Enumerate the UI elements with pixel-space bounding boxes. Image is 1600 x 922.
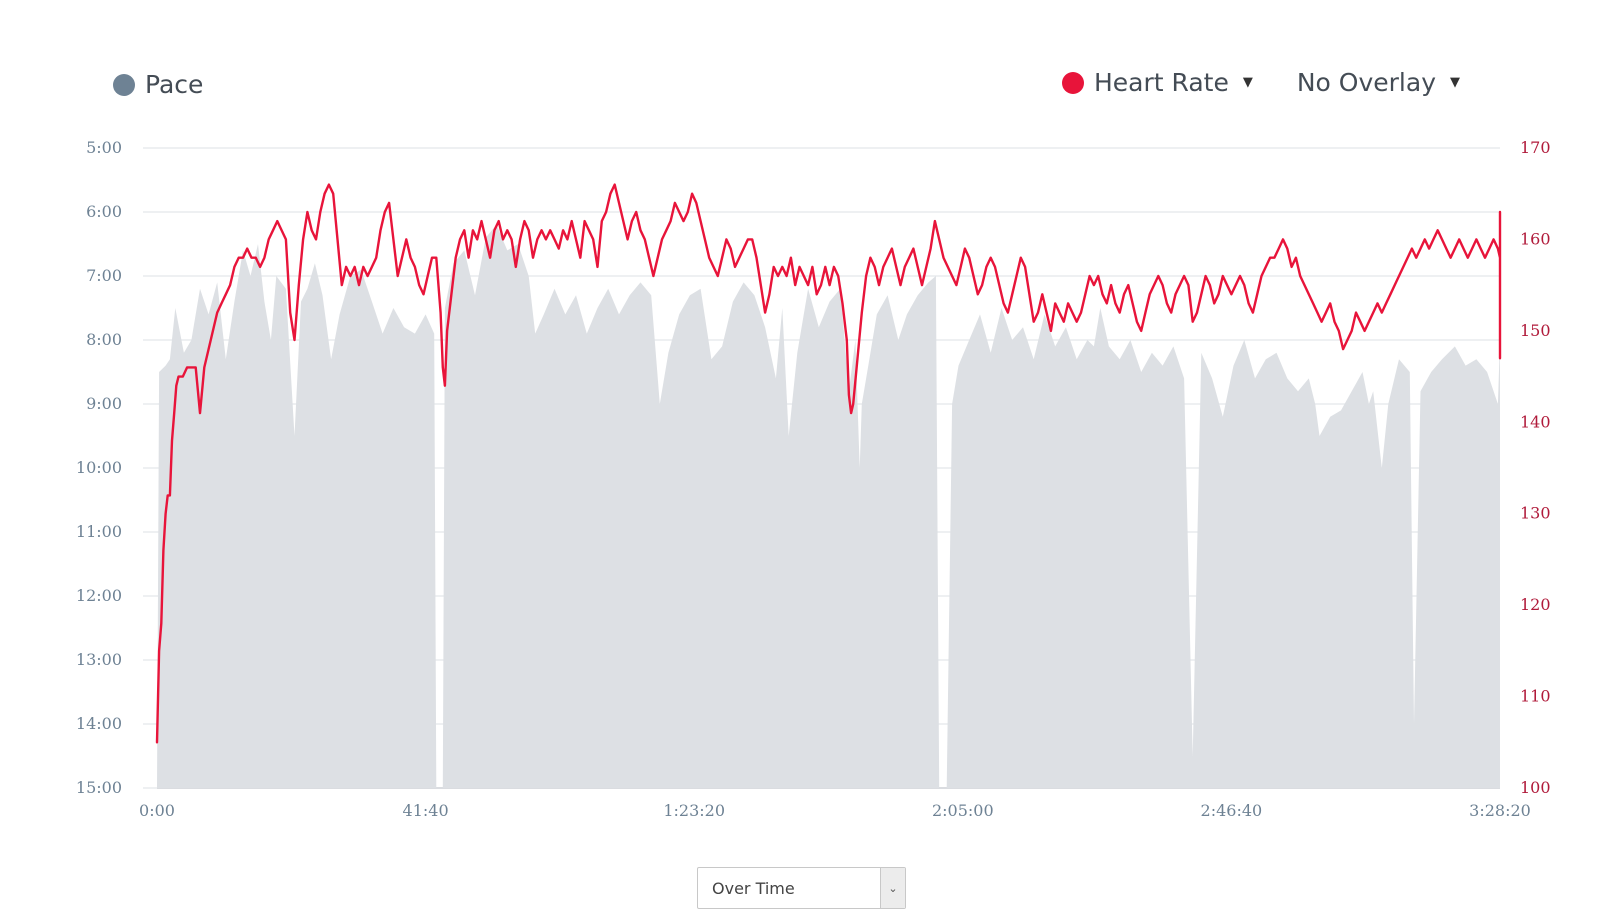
pace-tick-label: 14:00 <box>76 714 122 733</box>
heart-rate-line <box>155 183 1502 744</box>
pace-tick-label: 8:00 <box>86 330 122 349</box>
time-tick-label: 41:40 <box>403 801 449 820</box>
pace-tick-label: 12:00 <box>76 586 122 605</box>
pace-area <box>157 224 1500 789</box>
pace-tick-label: 5:00 <box>86 138 122 157</box>
right-legend: Heart Rate ▼ No Overlay ▼ <box>1062 68 1460 97</box>
pace-axis: 5:00 6:00 7:00 8:00 9:00 10:00 11:00 12:00 13:00… <box>76 138 122 797</box>
overlay-label: No Overlay <box>1296 68 1436 97</box>
view-mode-select[interactable]: Over Time ⌄ <box>697 867 906 909</box>
pace-legend-label: Pace <box>145 70 204 99</box>
pace-tick-label: 6:00 <box>86 202 122 221</box>
heart-rate-legend-dot-icon <box>1062 71 1084 94</box>
time-tick-label: 3:28:20 <box>1469 801 1531 820</box>
time-tick-label: 2:05:00 <box>932 801 994 820</box>
heart-rate-tick-label: 140 <box>1520 412 1551 431</box>
heart-rate-axis: 170 160 150 140 130 120 110 100 <box>1520 138 1551 797</box>
view-mode-value: Over Time <box>712 878 795 898</box>
heart-rate-tick-label: 120 <box>1520 595 1551 614</box>
heart-rate-tick-label: 130 <box>1520 504 1551 523</box>
pace-legend-dot-icon <box>113 73 135 96</box>
time-tick-label: 2:46:40 <box>1201 801 1263 820</box>
pace-tick-label: 7:00 <box>86 266 122 285</box>
heart-rate-tick-label: 150 <box>1520 321 1551 340</box>
caret-down-icon: ▼ <box>1242 75 1253 90</box>
heart-rate-legend-label: Heart Rate <box>1094 68 1229 97</box>
heart-rate-tick-label: 100 <box>1520 778 1551 797</box>
heart-rate-tick-label: 110 <box>1520 687 1551 706</box>
pace-legend[interactable]: Pace <box>113 70 203 99</box>
time-tick-label: 0:00 <box>139 801 175 820</box>
pace-tick-label: 13:00 <box>76 650 122 669</box>
time-axis: 0:00 41:40 1:23:20 2:05:00 2:46:40 3:28:20 <box>139 801 1531 820</box>
pace-tick-label: 10:00 <box>76 458 122 477</box>
caret-down-icon: ▼ <box>1450 75 1460 90</box>
time-tick-label: 1:23:20 <box>663 801 725 820</box>
pace-tick-label: 11:00 <box>76 522 122 541</box>
chevron-down-icon[interactable]: ⌄ <box>880 868 905 908</box>
pace-tick-label: 9:00 <box>86 394 122 413</box>
overlay-dropdown[interactable]: No Overlay ▼ <box>1297 68 1460 97</box>
heart-rate-tick-label: 170 <box>1520 138 1551 157</box>
pace-tick-label: 15:00 <box>76 778 122 797</box>
heart-rate-tick-label: 160 <box>1520 229 1551 248</box>
heart-rate-dropdown[interactable]: Heart Rate ▼ <box>1062 68 1253 97</box>
pace-area-layer <box>157 224 1500 789</box>
heart-rate-line-layer <box>155 183 1502 744</box>
